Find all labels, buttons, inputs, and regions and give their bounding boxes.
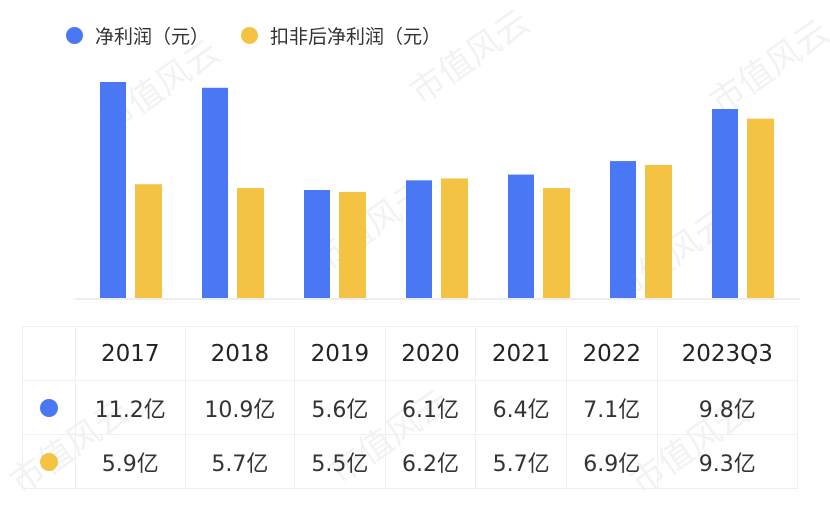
table-cell: 5.6亿 (294, 380, 386, 435)
bar-net-profit-2023Q3 (712, 109, 738, 298)
table-cell: 7.1亿 (565, 380, 658, 435)
blue-dot-icon (40, 399, 58, 417)
year-header: 2022 (565, 326, 658, 381)
year-header: 2018 (184, 326, 296, 381)
year-header: 2017 (75, 326, 186, 381)
bar-net-profit-2021 (508, 174, 534, 298)
bar-net-profit-2017 (100, 82, 126, 298)
table-cell: 6.1亿 (384, 380, 477, 435)
table-cell: 6.9亿 (565, 434, 658, 489)
year-header: 2020 (384, 326, 477, 381)
table-cell: 5.7亿 (184, 434, 296, 489)
legend-label: 扣非后净利润（元） (270, 26, 442, 48)
table-row-net-profit: 11.2亿 10.9亿 5.6亿 6.1亿 6.4亿 7.1亿 9.8亿 (22, 380, 799, 435)
legend-dot-yellow (241, 27, 259, 44)
bar-net-profit-2022 (610, 161, 636, 298)
table-cell: 11.2亿 (75, 380, 186, 435)
bar-net-profit-2020 (406, 180, 432, 298)
row-marker (22, 434, 76, 489)
table-cell: 6.2亿 (384, 434, 477, 489)
bar-chart (75, 82, 800, 300)
year-header: 2019 (294, 326, 386, 381)
bar-deducted-net-profit-2020 (441, 178, 468, 298)
table-cell: 5.9亿 (75, 434, 186, 489)
table-cell: 10.9亿 (184, 380, 296, 435)
bar-deducted-net-profit-2018 (237, 188, 264, 298)
table-cell: 9.3亿 (656, 434, 799, 489)
year-header: 2021 (475, 326, 567, 381)
bar-deducted-net-profit-2021 (543, 188, 570, 298)
legend-label: 净利润（元） (95, 26, 210, 48)
table-header-row: 2017 2018 2019 2020 2021 2022 2023Q3 (22, 326, 799, 381)
year-header: 2023Q3 (656, 326, 799, 381)
bar-deducted-net-profit-2023Q3 (747, 118, 774, 299)
row-marker (22, 380, 76, 435)
bar-net-profit-2018 (202, 87, 228, 299)
bar-net-profit-2019 (304, 190, 330, 298)
legend-dot-blue (66, 27, 83, 44)
legend-item-net-profit: 净利润（元） (66, 22, 209, 49)
table-cell: 9.8亿 (656, 380, 799, 435)
bar-deducted-net-profit-2022 (645, 164, 672, 298)
table-corner (22, 326, 76, 381)
bar-deducted-net-profit-2017 (135, 184, 162, 298)
table-row-deducted-net-profit: 5.9亿 5.7亿 5.5亿 6.2亿 5.7亿 6.9亿 9.3亿 (22, 434, 799, 489)
data-table: 2017 2018 2019 2020 2021 2022 2023Q3 11.… (22, 326, 799, 489)
bar-deducted-net-profit-2019 (339, 191, 366, 298)
table-cell: 5.7亿 (475, 434, 567, 489)
chart-legend: 净利润（元） 扣非后净利润（元） (66, 22, 473, 49)
legend-item-deducted-net-profit: 扣非后净利润（元） (241, 22, 441, 49)
table-cell: 6.4亿 (475, 380, 567, 435)
yellow-dot-icon (40, 453, 58, 471)
table-cell: 5.5亿 (294, 434, 386, 489)
